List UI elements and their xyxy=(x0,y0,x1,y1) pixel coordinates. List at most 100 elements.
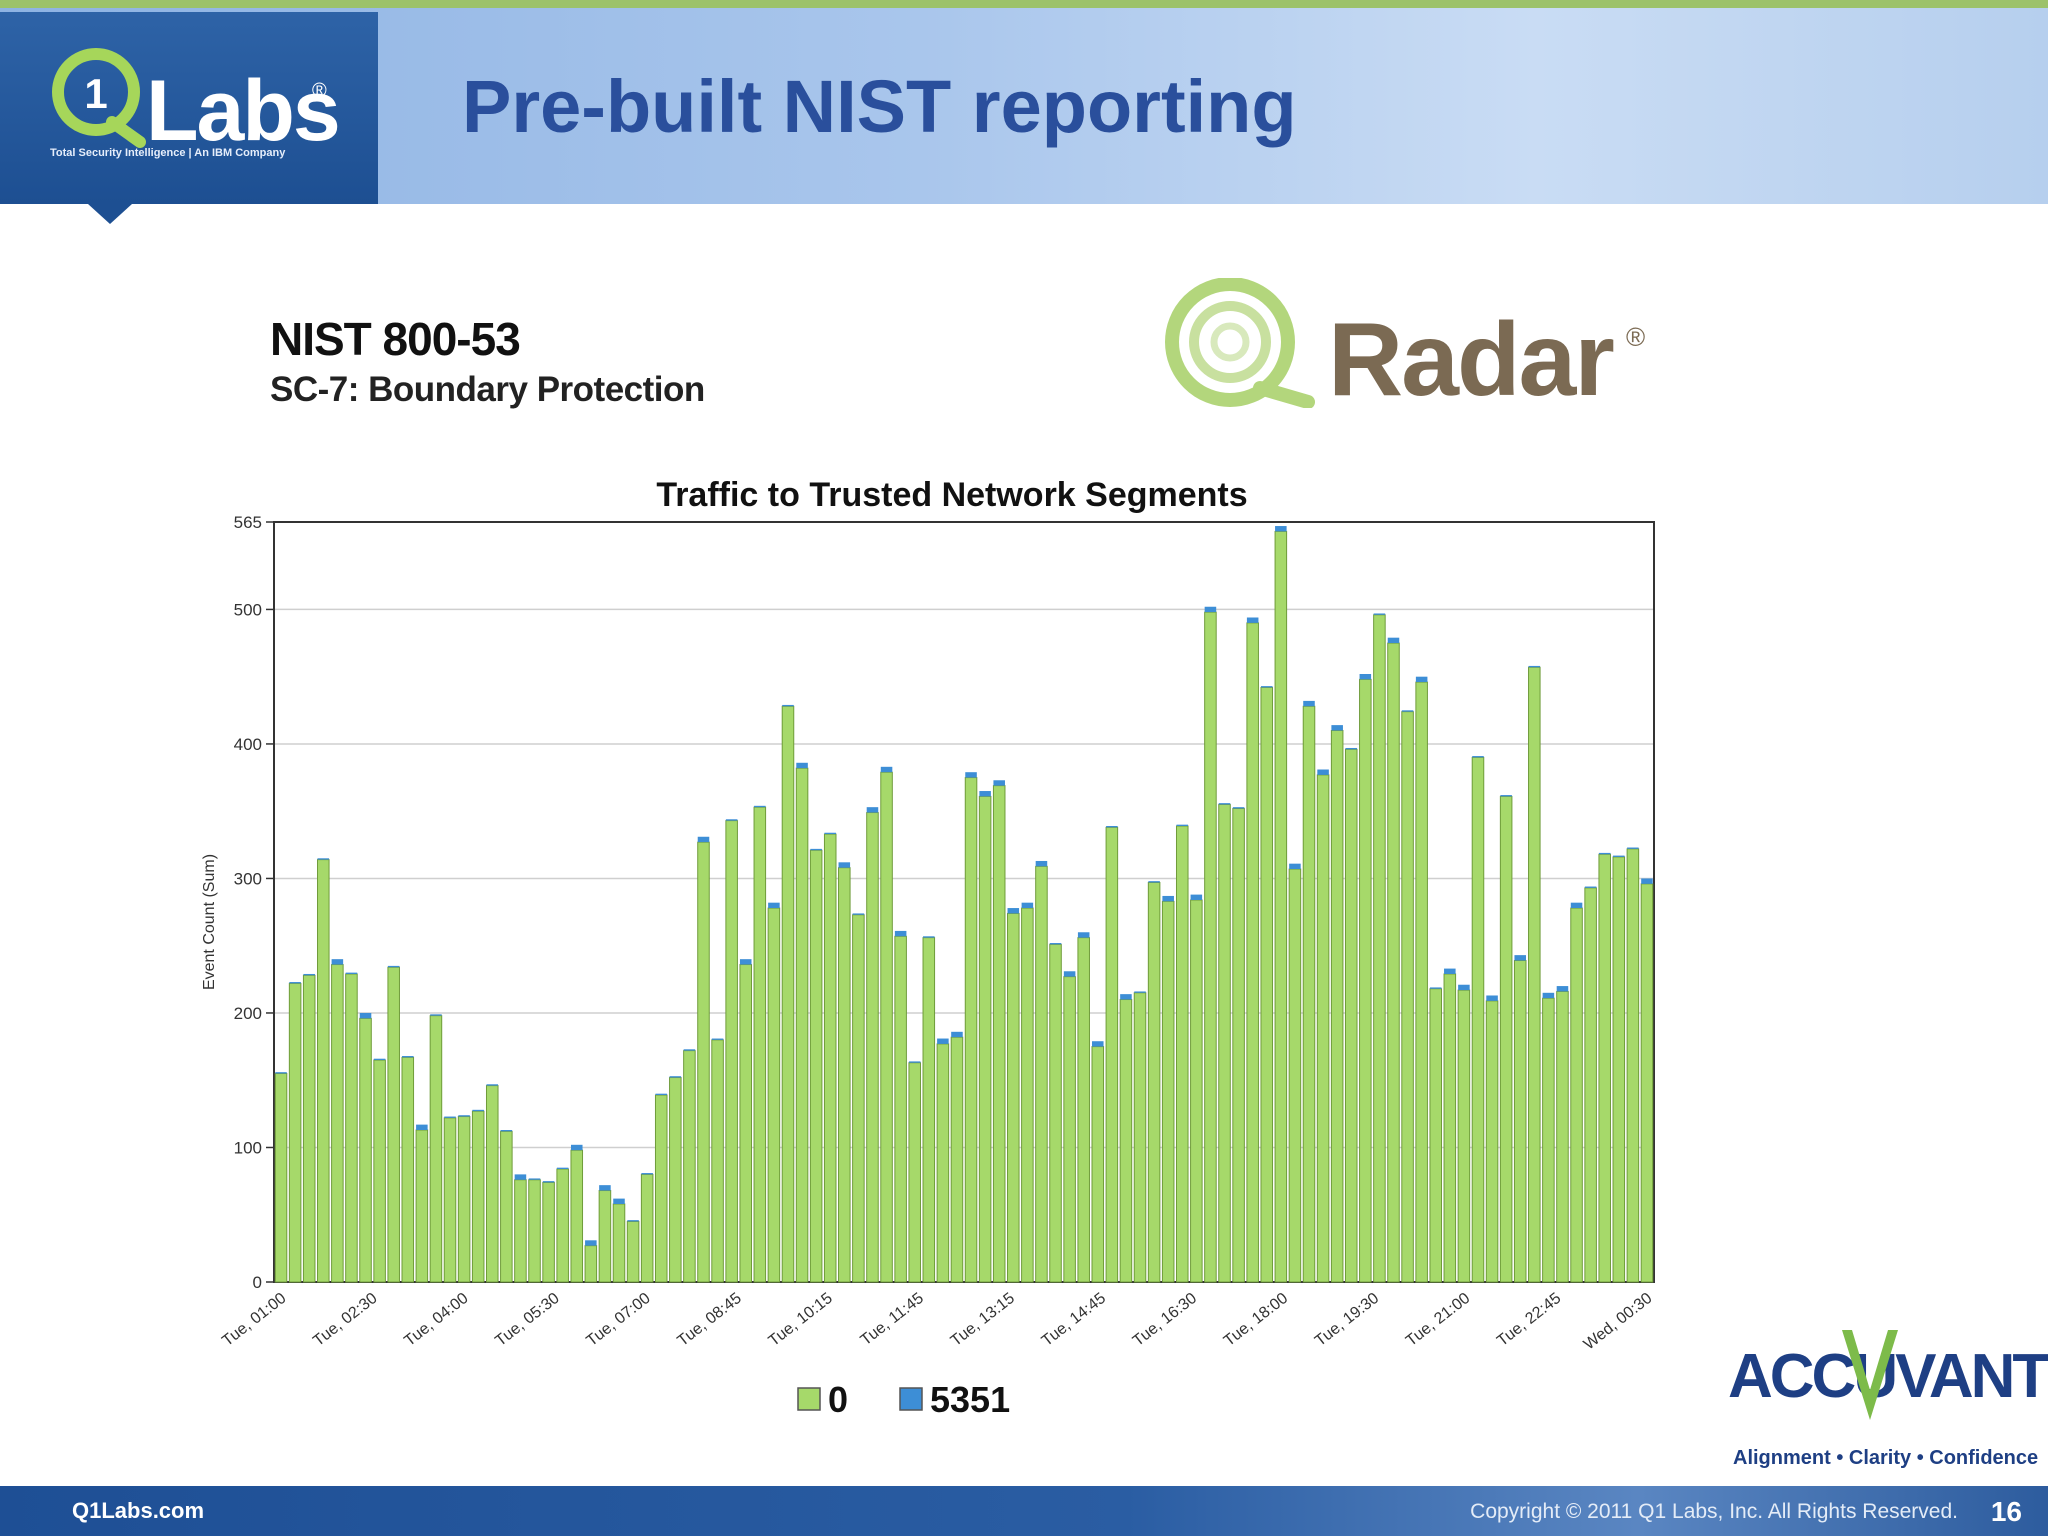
bar-series-5351 xyxy=(1007,908,1020,914)
bar-series-5351 xyxy=(824,832,836,835)
bar-series-5351 xyxy=(1500,795,1512,797)
bar-series-0 xyxy=(1471,756,1485,1283)
bar-series-0 xyxy=(809,849,823,1283)
bar-series-0 xyxy=(1401,711,1414,1283)
chart-bars xyxy=(274,526,1654,1283)
bar-series-5351 xyxy=(528,1178,541,1180)
bar-series-5351 xyxy=(585,1240,597,1246)
bar-series-0 xyxy=(1359,678,1372,1283)
bar-series-5351 xyxy=(711,1038,724,1040)
accuvant-tagline: Alignment • Clarity • Confidence xyxy=(1733,1447,2039,1469)
bar-series-5351 xyxy=(725,819,738,821)
traffic-bar-chart: 0 100 200 300 400 500 565 Tue, 01:00 Tue, 02:30… xyxy=(201,476,1655,1420)
bar-series-0 xyxy=(1499,795,1513,1283)
bar-series-5351 xyxy=(1275,526,1287,532)
bar-series-0 xyxy=(302,974,316,1283)
bar-series-0 xyxy=(795,767,809,1283)
bar-series-0 xyxy=(542,1181,555,1283)
bar-series-0 xyxy=(697,841,710,1283)
bar-series-0 xyxy=(950,1036,964,1283)
bar-series-5351 xyxy=(754,805,766,808)
bar-series-5351 xyxy=(1486,995,1498,1001)
bar-series-5351 xyxy=(979,791,991,797)
x-tick-label: Tue, 14:45 xyxy=(1039,1290,1109,1350)
y-tick-label: 200 xyxy=(234,1004,262,1023)
bar-series-5351 xyxy=(1528,665,1541,668)
bar-series-5351 xyxy=(1472,756,1484,758)
bar-series-5351 xyxy=(1134,991,1146,993)
bar-series-5351 xyxy=(416,1124,428,1130)
bar-series-0 xyxy=(500,1130,513,1283)
bar-series-0 xyxy=(1373,614,1386,1283)
bar-series-5351 xyxy=(669,1076,682,1078)
bar-series-5351 xyxy=(303,973,315,976)
bar-series-5351 xyxy=(1359,674,1372,680)
bar-series-5351 xyxy=(1373,613,1386,615)
accuvant-v-mark-icon xyxy=(1842,1330,1898,1420)
bar-series-0 xyxy=(514,1179,527,1283)
bar-series-0 xyxy=(1119,999,1133,1283)
bar-series-0 xyxy=(1021,907,1034,1283)
bar-series-5351 xyxy=(1584,886,1597,888)
bar-series-5351 xyxy=(908,1061,921,1063)
bar-series-5351 xyxy=(1176,824,1189,826)
legend-label: 5351 xyxy=(930,1379,1010,1420)
bar-series-0 xyxy=(1035,865,1048,1283)
bar-series-5351 xyxy=(387,965,400,968)
bar-series-0 xyxy=(1443,973,1457,1283)
bar-series-0 xyxy=(1485,1000,1499,1283)
bar-series-5351 xyxy=(613,1198,625,1204)
bar-series-5351 xyxy=(275,1072,287,1074)
footer-copyright: Copyright © 2011 Q1 Labs, Inc. All Right… xyxy=(1470,1500,1958,1523)
bar-series-5351 xyxy=(796,762,808,769)
bar-series-5351 xyxy=(866,807,879,813)
bar-series-5351 xyxy=(430,1014,442,1016)
bar-series-5351 xyxy=(768,902,780,909)
bar-series-5351 xyxy=(359,1012,372,1019)
bar-series-0 xyxy=(1570,907,1583,1283)
y-tick-label: 300 xyxy=(234,869,262,888)
bar-series-0 xyxy=(401,1056,415,1283)
bar-series-0 xyxy=(331,964,344,1283)
bar-series-5351 xyxy=(1092,1041,1104,1047)
bar-series-5351 xyxy=(570,1144,583,1151)
bar-series-5351 xyxy=(373,1058,386,1061)
bar-series-0 xyxy=(739,964,753,1283)
bar-series-0 xyxy=(556,1168,569,1283)
plot-frame xyxy=(273,521,1655,1283)
qradar-registered-mark: ® xyxy=(1626,322,1646,352)
bar-series-0 xyxy=(274,1073,288,1283)
bar-series-5351 xyxy=(486,1084,499,1086)
bar-series-5351 xyxy=(1429,987,1442,989)
x-tick-label: Tue, 18:00 xyxy=(1221,1290,1291,1350)
bar-series-5351 xyxy=(951,1031,963,1038)
bar-series-5351 xyxy=(1570,902,1583,909)
bar-series-5351 xyxy=(937,1038,949,1044)
bar-series-5351 xyxy=(641,1173,653,1175)
y-tick-label: 100 xyxy=(234,1138,262,1157)
bar-series-0 xyxy=(654,1094,668,1283)
bar-series-0 xyxy=(781,705,795,1283)
bar-series-0 xyxy=(317,859,330,1283)
bar-series-5351 xyxy=(458,1115,470,1117)
bar-series-0 xyxy=(992,785,1006,1283)
bar-series-5351 xyxy=(838,862,851,868)
bar-series-5351 xyxy=(289,982,301,984)
qradar-logo-icon xyxy=(1165,278,1315,408)
logo-text: Labs xyxy=(146,63,341,159)
bar-series-5351 xyxy=(1190,894,1203,900)
bar-series-5351 xyxy=(1514,955,1526,961)
slide-title: Pre-built NIST reporting xyxy=(462,65,1297,148)
bar-series-0 xyxy=(1528,666,1541,1283)
x-tick-label: Tue, 05:30 xyxy=(492,1290,562,1350)
bar-series-0 xyxy=(387,966,400,1283)
bar-series-5351 xyxy=(1331,725,1343,731)
bar-series-5351 xyxy=(1415,676,1428,683)
footer-website: Q1Labs.com xyxy=(72,1498,205,1523)
y-tick-label: 565 xyxy=(234,513,262,532)
bar-series-0 xyxy=(1387,642,1400,1283)
bar-series-5351 xyxy=(894,930,907,937)
bar-series-0 xyxy=(767,907,781,1283)
logo-notch xyxy=(88,204,132,224)
bar-series-0 xyxy=(1260,686,1274,1283)
